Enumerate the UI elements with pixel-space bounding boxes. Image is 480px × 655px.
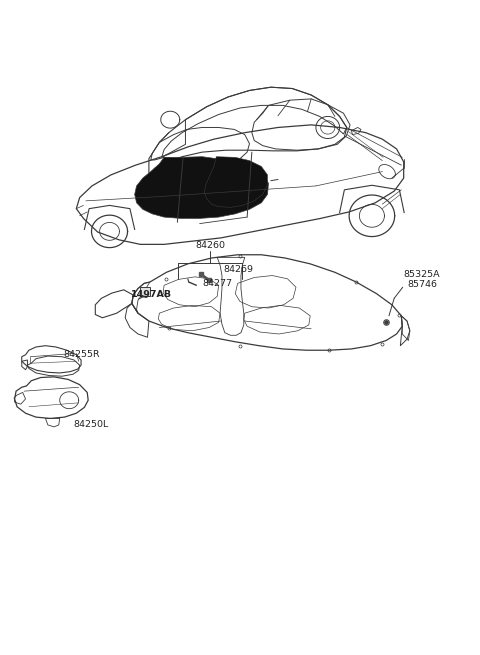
Text: 85746: 85746 bbox=[407, 280, 437, 289]
Text: 1497AB: 1497AB bbox=[131, 290, 172, 299]
Text: 84269: 84269 bbox=[223, 265, 253, 274]
Bar bbox=[140, 288, 150, 296]
Text: 84255R: 84255R bbox=[63, 350, 100, 360]
Text: 85325A: 85325A bbox=[404, 270, 440, 279]
Text: 84277: 84277 bbox=[202, 280, 232, 288]
Text: 84260: 84260 bbox=[195, 241, 225, 250]
Text: 84250L: 84250L bbox=[73, 421, 108, 430]
Polygon shape bbox=[204, 157, 267, 208]
Polygon shape bbox=[135, 157, 268, 218]
